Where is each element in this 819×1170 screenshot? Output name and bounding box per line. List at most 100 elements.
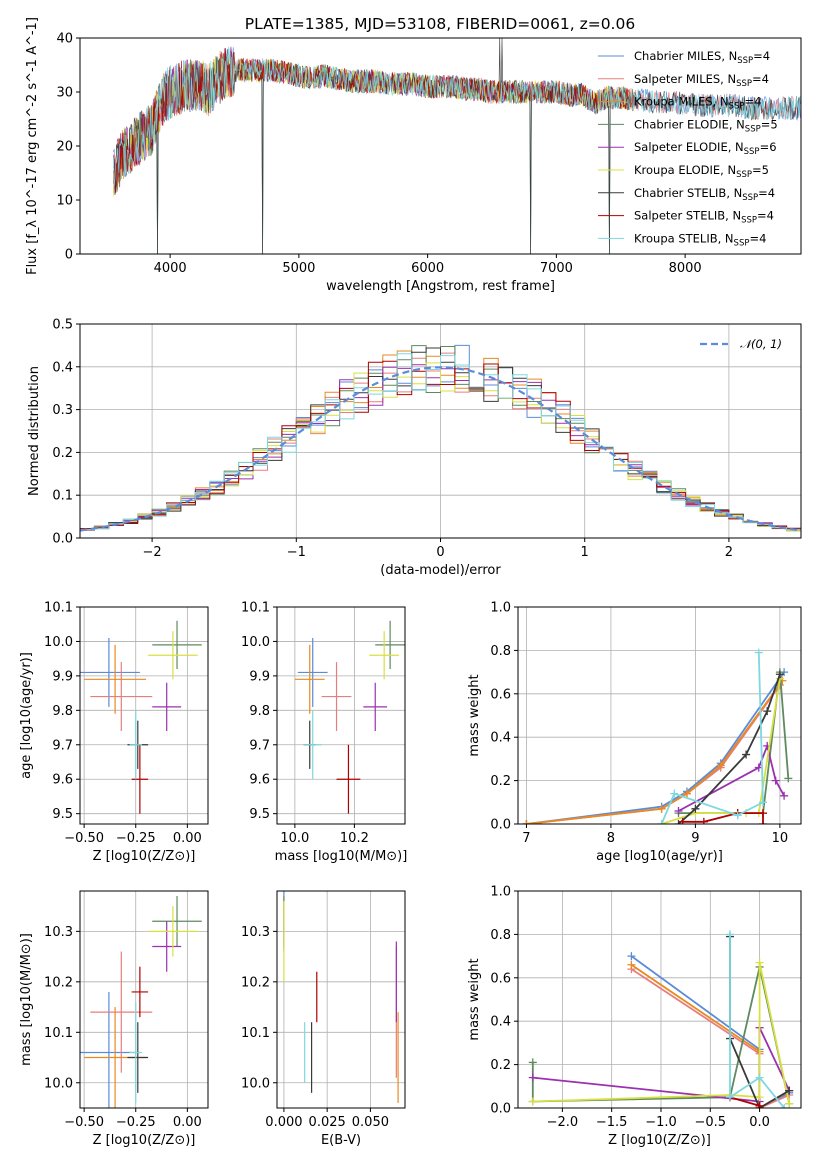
- weight-point-marker: [742, 750, 751, 759]
- x-axis-label: age [log10(age/yr)]: [596, 849, 723, 864]
- x-tick-label: 5000: [282, 261, 315, 276]
- y-tick-label: 0.6: [490, 687, 511, 702]
- weight-point-marker: [755, 1073, 764, 1082]
- x-axis-label: E(B-V): [321, 1133, 361, 1148]
- x-tick-label: −1.5: [596, 1115, 628, 1130]
- weight-point-marker: [627, 952, 636, 961]
- weight-point-marker: [775, 670, 784, 679]
- y-tick-label: 9.8: [52, 704, 73, 719]
- x-tick-label: 8000: [669, 261, 702, 276]
- data-layer: [80, 344, 801, 532]
- y-tick-label: 9.9: [52, 669, 73, 684]
- weight-point-marker: [528, 1058, 537, 1067]
- data-layer: [294, 620, 405, 814]
- axes-frame: [276, 890, 406, 1109]
- weight-point-marker: [754, 648, 763, 657]
- legend-entry: Chabrier ELODIE, NSSP=5: [634, 117, 778, 134]
- panel-residuals: −2 −1 0 1 2 0.0 0.1 0.2 0.3 0.4 0.5 (data-model)/er…: [27, 318, 802, 578]
- y-tick-label: 30: [56, 86, 73, 101]
- y-tick-label: 10.0: [44, 1076, 73, 1091]
- legend-entry: Kroupa STELIB, NSSP=4: [634, 231, 766, 248]
- y-tick-label: 9.5: [52, 807, 73, 822]
- x-tick-label: −2: [143, 545, 162, 560]
- data-layer: [80, 896, 202, 1108]
- y-tick-label: 0.2: [490, 774, 511, 789]
- y-tick-label: 10.2: [241, 975, 270, 990]
- histogram-step: [80, 360, 801, 530]
- legend-entry: Chabrier MILES, NSSP=4: [634, 49, 770, 66]
- data-layer: [522, 648, 793, 824]
- weight-point-marker: [716, 761, 725, 770]
- panel-weight-vs-Z: −2.0 −1.5 −1.0 −0.5 0.0 0.0 0.2 0.4 0.6 0.8 1.0 Z […: [467, 885, 802, 1148]
- weight-point-marker: [699, 817, 708, 824]
- weight-point-marker: [758, 820, 767, 824]
- y-tick-label: 1.0: [490, 601, 511, 616]
- y-axis-label: mass weight: [467, 958, 482, 1040]
- weight-point-marker: [670, 789, 679, 798]
- y-tick-label: 0.0: [490, 818, 511, 833]
- x-tick-label: −1: [287, 545, 306, 560]
- y-axis-label: Flux [f_λ 10^-17 erg cm^-2 s^-1 A^-1]: [25, 17, 40, 275]
- x-tick-label: −0.50: [64, 831, 104, 846]
- x-tick-label: −0.5: [694, 1115, 726, 1130]
- x-tick-label: −0.50: [64, 1115, 104, 1130]
- weight-point-marker: [784, 774, 793, 783]
- x-tick-label: 10: [772, 831, 789, 846]
- figure-title: PLATE=1385, MJD=53108, FIBERID=0061, z=0…: [245, 15, 635, 33]
- x-tick-label: 10.0: [280, 831, 309, 846]
- y-tick-label: 0.0: [52, 532, 73, 547]
- x-tick-label: 0: [436, 545, 444, 560]
- x-tick-label: 0.025: [309, 1115, 346, 1130]
- y-tick-label: 9.9: [249, 669, 270, 684]
- data-layer: [528, 930, 794, 1108]
- y-tick-label: 0.8: [490, 928, 511, 943]
- y-tick-label: 0.4: [490, 731, 511, 746]
- x-axis-label: (data-model)/error: [380, 563, 501, 578]
- y-tick-label: 9.7: [249, 738, 270, 753]
- y-tick-label: 40: [56, 32, 73, 47]
- y-tick-label: 0.4: [490, 1015, 511, 1030]
- y-axis-label: Normed distribution: [27, 366, 42, 496]
- weight-point-marker: [678, 817, 687, 824]
- histogram-step: [80, 362, 801, 532]
- weight-point-marker: [780, 791, 789, 800]
- x-tick-label: −0.25: [116, 1115, 156, 1130]
- axes-frame: [517, 606, 802, 825]
- x-tick-label: 9: [691, 831, 699, 846]
- normal-reference-curve: [80, 366, 801, 532]
- weight-series-line: [729, 934, 785, 1108]
- x-tick-label: 7000: [540, 261, 573, 276]
- y-tick-label: 10.0: [44, 635, 73, 650]
- y-axis-label: mass weight: [467, 674, 482, 756]
- axes-frame: [276, 606, 406, 825]
- weight-point-marker: [528, 1097, 537, 1106]
- weight-point-marker: [726, 930, 735, 939]
- weight-point-marker: [528, 1073, 537, 1082]
- y-tick-label: 0.0: [490, 1102, 511, 1117]
- legend-entry: Kroupa ELODIE, NSSP=5: [634, 163, 769, 180]
- y-tick-label: 10.0: [241, 1076, 270, 1091]
- axes-frame: [517, 890, 802, 1109]
- weight-point-marker: [674, 820, 683, 824]
- y-tick-label: 0.4: [52, 360, 73, 375]
- axes-frame: [79, 890, 209, 1109]
- x-tick-label: 0.000: [265, 1115, 302, 1130]
- weight-point-marker: [657, 820, 666, 824]
- x-axis-label: Z [log10(Z/Z⊙)]: [93, 1133, 196, 1148]
- data-layer: [113, 38, 801, 254]
- weight-point-marker: [780, 1104, 789, 1108]
- x-tick-label: 1: [581, 545, 589, 560]
- x-tick-label: −1.0: [645, 1115, 677, 1130]
- weight-point-marker: [763, 707, 772, 716]
- y-tick-label: 9.8: [249, 704, 270, 719]
- y-tick-label: 9.7: [52, 738, 73, 753]
- weight-point-marker: [691, 804, 700, 813]
- weight-point-marker: [755, 958, 764, 967]
- weight-point-marker: [674, 806, 683, 815]
- x-tick-label: 2: [725, 545, 733, 560]
- weight-point-marker: [627, 960, 636, 969]
- y-tick-label: 10.3: [241, 925, 270, 940]
- x-tick-label: 0.00: [173, 831, 202, 846]
- x-tick-label: 10.2: [340, 831, 369, 846]
- x-axis-label: Z [log10(Z/Z⊙)]: [93, 849, 196, 864]
